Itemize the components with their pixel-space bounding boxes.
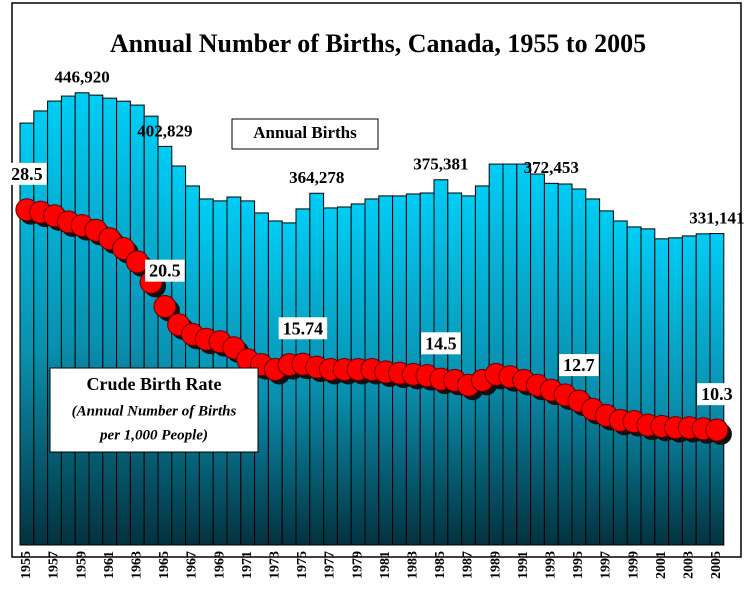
bar — [433, 179, 449, 546]
bar — [129, 104, 145, 546]
annotation: (Annual Number of Births — [72, 403, 237, 419]
bar — [171, 165, 187, 546]
bar-value-label: 402,829 — [137, 121, 192, 140]
x-tick-label: 1959 — [74, 551, 89, 579]
rate-label-bg — [278, 317, 328, 340]
x-tick-label: 1957 — [47, 551, 62, 579]
bar — [47, 100, 62, 546]
legend-box — [231, 118, 379, 150]
x-tick-label: 2001 — [654, 551, 669, 579]
bar — [502, 163, 518, 546]
bar — [599, 210, 614, 546]
x-tick-label: 1991 — [516, 551, 531, 579]
rate-label-bg — [421, 332, 461, 355]
x-tick-label: 1965 — [157, 551, 172, 579]
bar-value-label: 364,278 — [289, 168, 344, 187]
bar — [516, 163, 532, 546]
rate-value-label: 28.5 — [11, 164, 43, 184]
rate-value-label: 12.7 — [563, 355, 595, 375]
legend-box — [49, 367, 259, 453]
rate-label-bg — [145, 259, 185, 282]
bar — [281, 222, 297, 546]
bar — [185, 185, 200, 546]
rate-value-label: 15.74 — [283, 318, 324, 338]
rate-label-bg — [7, 162, 47, 185]
rate-value-label: 20.5 — [149, 261, 181, 281]
chart-title: Annual Number of Births, Canada, 1955 to… — [110, 29, 646, 58]
bar — [74, 92, 90, 546]
bar — [461, 195, 476, 546]
bar — [640, 228, 656, 546]
x-tick-label: 1979 — [350, 551, 365, 579]
rate-value-label: 14.5 — [425, 333, 457, 353]
bar — [116, 100, 131, 546]
annotation: per 1,000 People) — [98, 427, 208, 443]
rate-label-bg — [697, 383, 737, 406]
rate-marker — [705, 418, 729, 442]
x-tick-label: 1997 — [599, 551, 614, 579]
bar — [143, 115, 159, 546]
x-tick-label: 1983 — [406, 551, 421, 579]
bar — [60, 95, 76, 546]
bar-value-label: 446,920 — [54, 68, 109, 87]
legend-births: Annual Births — [253, 123, 357, 142]
x-tick-label: 1967 — [185, 551, 200, 579]
x-tick-label: 1999 — [626, 551, 641, 579]
x-tick-label: 1969 — [212, 551, 227, 579]
bar — [488, 163, 504, 546]
x-tick-label: 1993 — [544, 551, 559, 579]
rate-line — [15, 198, 732, 446]
x-tick-label: 2003 — [682, 551, 697, 579]
rate-label-bg — [559, 354, 599, 377]
bar — [668, 237, 683, 546]
x-tick-label: 1975 — [295, 551, 310, 579]
bar — [612, 220, 628, 546]
x-tick-label: 1987 — [461, 551, 476, 579]
x-tick-label: 2005 — [709, 551, 724, 579]
bar — [681, 235, 697, 546]
bar — [88, 94, 104, 546]
bar — [626, 226, 642, 546]
legend-rate: Crude Birth Rate — [87, 374, 222, 394]
bar-value-label: 331,141 — [689, 208, 744, 227]
bar-value-label: 372,453 — [524, 158, 579, 177]
x-tick-label: 1981 — [378, 551, 393, 579]
x-tick-label: 1995 — [571, 551, 586, 579]
bar — [157, 145, 173, 546]
x-tick-label: 1955 — [19, 551, 34, 579]
x-tick-label: 1971 — [240, 551, 255, 579]
bar — [474, 185, 490, 546]
labels: 446,920 402,829 364,278 375,381 372,453 331,1… — [7, 68, 745, 406]
rate-value-label: 10.3 — [701, 384, 733, 404]
x-tick-label: 1963 — [130, 551, 145, 579]
x-tick-label: 1989 — [488, 551, 503, 579]
bar — [543, 182, 559, 546]
bar — [530, 173, 545, 546]
bar — [654, 238, 670, 546]
x-tick-label: 1985 — [433, 551, 448, 579]
x-tick-label: 1973 — [268, 551, 283, 579]
rate-marker — [125, 250, 149, 274]
bar — [19, 122, 35, 546]
x-tick-label: 1977 — [323, 551, 338, 579]
rate-marker — [153, 295, 177, 319]
bar — [102, 97, 118, 546]
bar-value-label: 375,381 — [413, 155, 468, 174]
x-tick-label: 1961 — [102, 551, 117, 579]
